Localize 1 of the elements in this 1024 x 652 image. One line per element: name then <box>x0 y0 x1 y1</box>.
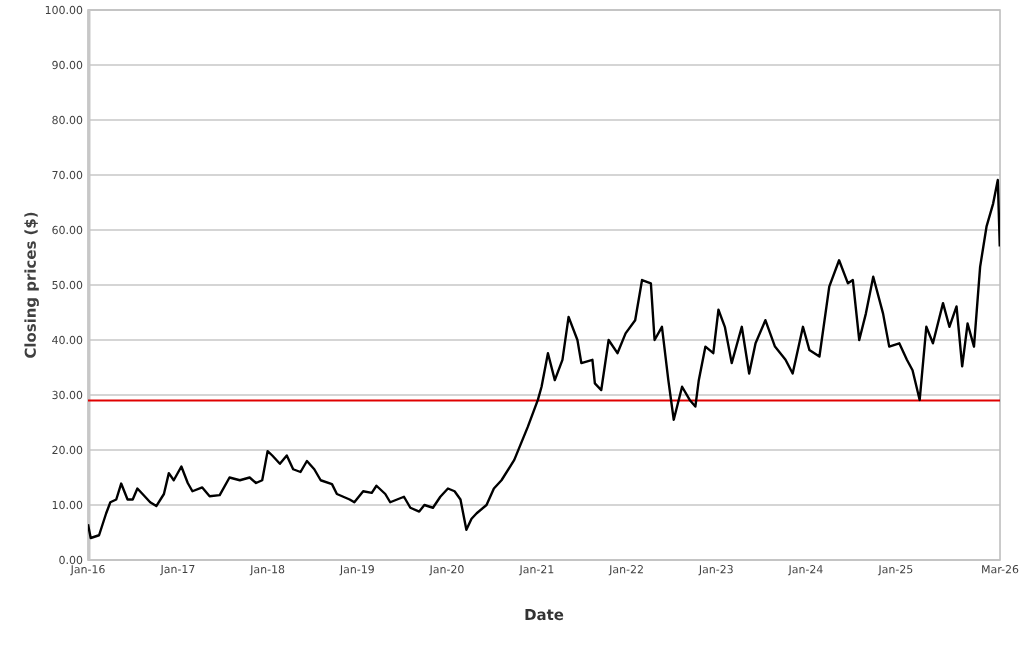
line-series <box>88 178 1001 540</box>
